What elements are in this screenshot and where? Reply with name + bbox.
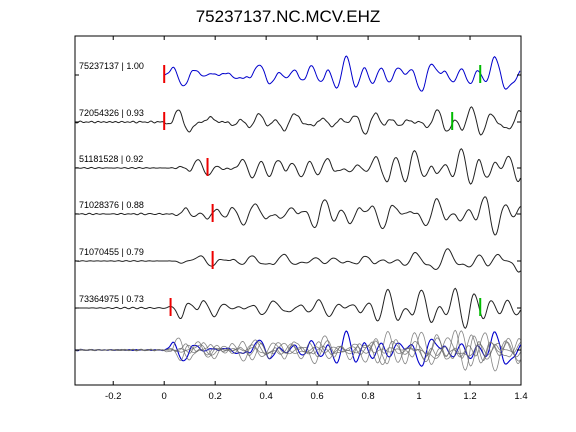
trace-51181528: 51181528 | 0.92 [74, 148, 521, 185]
trace-line [74, 148, 521, 185]
x-tick-label: -0.2 [105, 391, 121, 402]
x-tick-label: 0.2 [209, 391, 222, 402]
trace-71070455: 71070455 | 0.79 [74, 247, 521, 273]
x-tick-label: 0 [162, 391, 167, 402]
x-tick-label: 1.4 [514, 391, 527, 402]
trace-line [74, 106, 521, 136]
trace-75237137: 75237137 | 1.00 [79, 55, 521, 92]
trace-72054326: 72054326 | 0.93 [74, 106, 521, 136]
trace-line [74, 196, 521, 236]
stack-trace-line [74, 330, 521, 367]
x-tick-label: 1 [416, 391, 421, 402]
trace-line [163, 55, 521, 92]
trace-line [74, 287, 521, 329]
stack-overlay [74, 329, 521, 372]
x-axis: -0.2 0 0.2 0.4 0.6 0.8 1 1.2 1.4 [75, 36, 528, 402]
x-tick-label: 0.4 [260, 391, 273, 402]
chart-title: 75237137.NC.MCV.EHZ [196, 7, 381, 26]
stack-trace-line [74, 329, 521, 371]
trace-label: 73364975 | 0.73 [79, 294, 144, 304]
x-tick-label: 1.2 [463, 391, 476, 402]
trace-73364975: 73364975 | 0.73 [74, 287, 521, 329]
x-tick-label: 0.8 [361, 391, 374, 402]
x-tick-label: 0.6 [311, 391, 324, 402]
trace-label: 72054326 | 0.93 [79, 108, 144, 118]
trace-label: 71028376 | 0.88 [79, 200, 144, 210]
trace-label: 75237137 | 1.00 [79, 61, 144, 71]
trace-line [74, 248, 521, 273]
trace-71028376: 71028376 | 0.88 [74, 196, 521, 236]
trace-label: 71070455 | 0.79 [79, 247, 144, 257]
traces-layer: 75237137 | 1.00 72054326 | 0.93 51181528 |… [74, 55, 521, 372]
trace-label: 51181528 | 0.92 [79, 154, 143, 164]
plot-frame [74, 35, 522, 386]
